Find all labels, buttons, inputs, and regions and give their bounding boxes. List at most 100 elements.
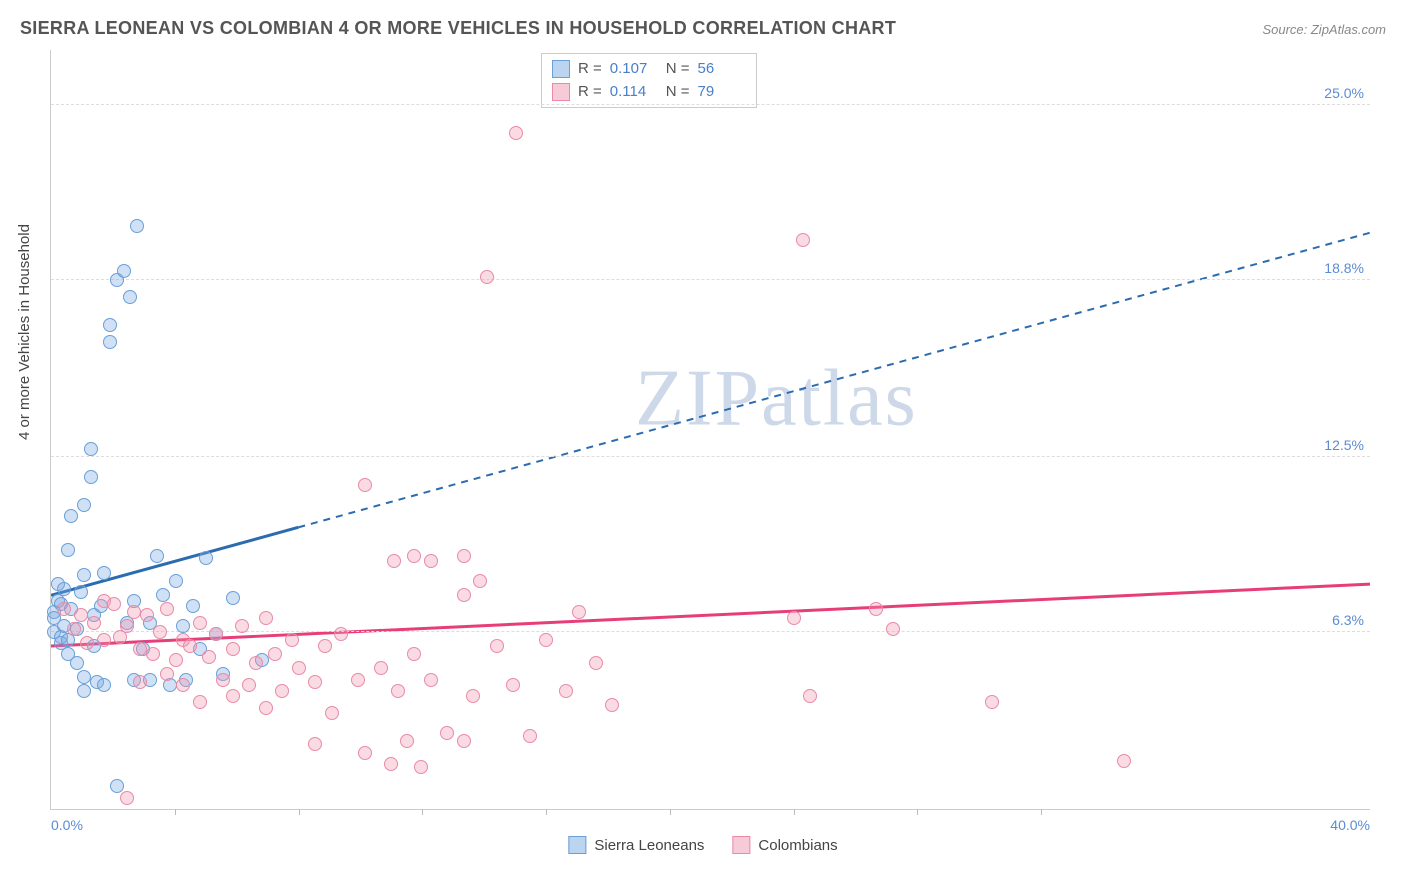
x-min-label: 0.0% xyxy=(51,817,83,833)
data-point xyxy=(70,656,84,670)
data-point xyxy=(796,233,810,247)
data-point xyxy=(457,734,471,748)
legend-label: Sierra Leoneans xyxy=(594,837,704,854)
trend-line-solid xyxy=(51,584,1370,646)
data-point xyxy=(985,695,999,709)
source-label: Source: ZipAtlas.com xyxy=(1262,22,1386,37)
data-point xyxy=(374,661,388,675)
data-point xyxy=(358,746,372,760)
data-point xyxy=(160,602,174,616)
data-point xyxy=(490,639,504,653)
gridline xyxy=(51,279,1370,280)
legend-item: Sierra Leoneans xyxy=(568,836,704,854)
stat-label: N = xyxy=(666,58,690,81)
swatch-icon xyxy=(568,836,586,854)
swatch-icon xyxy=(732,836,750,854)
data-point xyxy=(358,478,372,492)
data-point xyxy=(589,656,603,670)
data-point xyxy=(169,653,183,667)
data-point xyxy=(120,791,134,805)
y-axis-title: 4 or more Vehicles in Household xyxy=(16,224,33,440)
data-point xyxy=(1117,754,1131,768)
data-point xyxy=(473,574,487,588)
data-point xyxy=(480,270,494,284)
legend: Sierra Leoneans Colombians xyxy=(568,836,837,854)
x-tick xyxy=(546,809,547,815)
data-point xyxy=(407,549,421,563)
data-point xyxy=(133,642,147,656)
data-point xyxy=(77,684,91,698)
data-point xyxy=(216,673,230,687)
plot-area: ZIPatlas R = 0.107 N = 56 R = 0.114 N = … xyxy=(50,50,1370,810)
data-point xyxy=(103,318,117,332)
y-tick-label: 18.8% xyxy=(1324,260,1364,276)
data-point xyxy=(77,498,91,512)
legend-item: Colombians xyxy=(732,836,837,854)
stat-value: 79 xyxy=(698,81,746,104)
data-point xyxy=(318,639,332,653)
data-point xyxy=(391,684,405,698)
data-point xyxy=(523,729,537,743)
trend-lines xyxy=(51,50,1370,809)
data-point xyxy=(226,591,240,605)
stats-row: R = 0.114 N = 79 xyxy=(552,81,746,104)
data-point xyxy=(249,656,263,670)
data-point xyxy=(97,566,111,580)
gridline xyxy=(51,456,1370,457)
x-tick xyxy=(175,809,176,815)
x-tick xyxy=(422,809,423,815)
data-point xyxy=(559,684,573,698)
data-point xyxy=(803,689,817,703)
data-point xyxy=(424,673,438,687)
data-point xyxy=(156,588,170,602)
data-point xyxy=(176,678,190,692)
data-point xyxy=(308,675,322,689)
data-point xyxy=(539,633,553,647)
swatch-icon xyxy=(552,83,570,101)
stat-label: R = xyxy=(578,58,602,81)
gridline xyxy=(51,104,1370,105)
legend-label: Colombians xyxy=(758,837,837,854)
data-point xyxy=(886,622,900,636)
data-point xyxy=(414,760,428,774)
data-point xyxy=(130,219,144,233)
data-point xyxy=(457,549,471,563)
data-point xyxy=(84,442,98,456)
data-point xyxy=(506,678,520,692)
data-point xyxy=(199,551,213,565)
stat-value: 56 xyxy=(698,58,746,81)
data-point xyxy=(133,675,147,689)
data-point xyxy=(117,264,131,278)
watermark: ZIPatlas xyxy=(635,354,918,445)
data-point xyxy=(308,737,322,751)
data-point xyxy=(787,611,801,625)
data-point xyxy=(77,568,91,582)
data-point xyxy=(87,616,101,630)
x-tick xyxy=(917,809,918,815)
trend-line-dashed xyxy=(298,233,1370,528)
data-point xyxy=(869,602,883,616)
data-point xyxy=(140,608,154,622)
data-point xyxy=(123,290,137,304)
data-point xyxy=(334,627,348,641)
data-point xyxy=(268,647,282,661)
x-tick xyxy=(299,809,300,815)
data-point xyxy=(292,661,306,675)
data-point xyxy=(407,647,421,661)
data-point xyxy=(120,619,134,633)
data-point xyxy=(103,335,117,349)
data-point xyxy=(61,543,75,557)
stats-row: R = 0.107 N = 56 xyxy=(552,58,746,81)
gridline xyxy=(51,631,1370,632)
data-point xyxy=(387,554,401,568)
data-point xyxy=(235,619,249,633)
data-point xyxy=(84,470,98,484)
data-point xyxy=(424,554,438,568)
data-point xyxy=(64,509,78,523)
data-point xyxy=(160,667,174,681)
data-point xyxy=(440,726,454,740)
data-point xyxy=(285,633,299,647)
data-point xyxy=(74,585,88,599)
data-point xyxy=(127,605,141,619)
data-point xyxy=(169,574,183,588)
